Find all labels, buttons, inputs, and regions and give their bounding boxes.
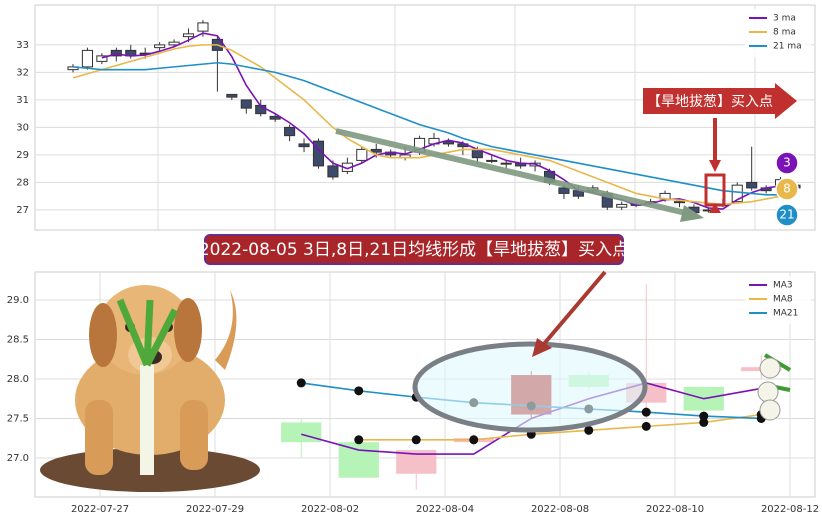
ma-line <box>72 61 795 196</box>
candle-body <box>327 165 339 178</box>
y-tick-label: 28 <box>16 177 29 188</box>
candle-body <box>616 203 628 208</box>
candle-body <box>298 143 310 148</box>
ma-marker <box>699 417 709 427</box>
candle-body <box>81 49 93 68</box>
highlight-ellipse <box>412 341 648 433</box>
candle-body <box>500 162 512 165</box>
buy-triangle <box>709 203 721 213</box>
ma-marker <box>354 386 364 396</box>
legend-label: 8 ma <box>773 28 796 38</box>
candle-body <box>356 148 368 161</box>
dog-illustration <box>40 285 260 492</box>
candle-body <box>281 422 322 443</box>
x-tick-label: 2022-07-27 <box>71 504 129 515</box>
ma-marker <box>469 435 479 445</box>
y-tick-label: 33 <box>16 40 29 51</box>
y-tick-label: 31 <box>16 95 29 106</box>
candle-body <box>486 159 498 162</box>
v-grid <box>157 5 756 230</box>
ma-marker <box>641 407 651 417</box>
ma-line <box>358 413 762 441</box>
candle-body <box>240 99 252 109</box>
badge <box>775 203 799 227</box>
ma-marker <box>641 421 651 431</box>
x-tick-label: 2022-08-10 <box>646 504 704 515</box>
y-tick-label: 28.5 <box>7 334 29 345</box>
candle-body <box>396 450 437 474</box>
legend-label: MA21 <box>773 309 798 319</box>
chart-title: 2022-08-05 3日,8日,21日均线形成【旱地拔葱】买入点 <box>199 240 629 260</box>
candle-body <box>226 93 238 98</box>
badge <box>775 177 799 201</box>
candle-body <box>197 22 209 32</box>
x-tick-label: 2022-08-12 <box>761 504 819 515</box>
title-box <box>204 234 624 265</box>
candle-body <box>673 201 686 204</box>
legend-label: MA8 <box>773 295 793 305</box>
badge-label: 21 <box>779 208 794 222</box>
badge-label: 8 <box>783 182 791 196</box>
badge-label: 3 <box>783 156 791 170</box>
ma-marker <box>354 435 364 445</box>
banner <box>643 83 797 119</box>
candle-body <box>442 140 454 145</box>
ma-line <box>101 32 795 210</box>
candle-body <box>746 181 758 189</box>
x-tick-label: 2022-08-08 <box>531 504 589 515</box>
scallion-decoration <box>757 353 792 421</box>
candle-body <box>370 148 382 153</box>
badge <box>775 151 799 175</box>
trend-arrow-head <box>680 205 704 222</box>
y-tick-label: 29.0 <box>7 295 29 306</box>
y-tick-label: 30 <box>16 122 29 133</box>
x-tick-label: 2022-07-29 <box>186 504 244 515</box>
ma-marker <box>296 378 306 388</box>
candle-body <box>558 187 570 194</box>
y-tick-label: 28.0 <box>7 374 29 385</box>
candle-body <box>154 44 166 49</box>
candle-body <box>96 55 108 62</box>
y-tick-label: 29 <box>16 150 29 161</box>
legend-label: 21 ma <box>773 42 802 52</box>
candle-body <box>110 49 122 57</box>
annotation: 【旱地拔葱】买入点 <box>647 94 773 110</box>
plot-frame <box>34 4 816 231</box>
candle-body <box>168 41 180 46</box>
candle-body <box>284 126 296 137</box>
trend-arrow <box>335 128 691 217</box>
candle-body <box>338 442 379 478</box>
candle-body <box>731 184 743 203</box>
legend-label: MA3 <box>773 281 793 291</box>
x-tick-label: 2022-08-04 <box>416 504 474 515</box>
pointer-arrow <box>541 270 607 347</box>
ma-marker <box>584 425 594 435</box>
y-tick-label: 32 <box>16 67 29 78</box>
candle-body <box>182 33 195 38</box>
pointer-arrow-head <box>532 338 552 357</box>
ma-marker <box>411 435 421 445</box>
y-tick-label: 27.5 <box>7 413 29 424</box>
legend-label: 3 ma <box>773 14 796 24</box>
x-tick-label: 2022-08-02 <box>301 504 359 515</box>
y-tick-label: 27.0 <box>7 453 29 464</box>
overlay: 2022-08-05 3日,8日,21日均线形成【旱地拔葱】买入点 【旱地拔葱】… <box>40 83 799 492</box>
buy-arrow-head <box>709 160 721 172</box>
y-tick-label: 27 <box>16 205 29 216</box>
ma-marker <box>699 411 709 421</box>
candle-body <box>269 115 281 120</box>
